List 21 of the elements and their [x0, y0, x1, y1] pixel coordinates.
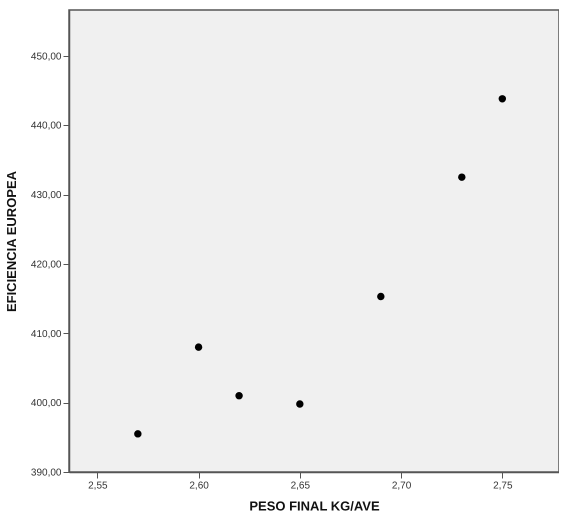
y-tick-label: 400,00	[30, 398, 62, 410]
y-tick-label: 420,00	[30, 259, 62, 270]
x-tick-label: 2,75	[493, 480, 513, 492]
y-tick-label: 410,00	[30, 328, 62, 340]
x-tick-label: 2,70	[392, 480, 412, 492]
x-tick-label: 2,60	[189, 480, 210, 492]
point	[194, 343, 202, 351]
point	[235, 392, 243, 400]
x-tick-label: 2,65	[290, 480, 310, 492]
point	[377, 292, 385, 300]
point	[458, 173, 466, 181]
y-tick-label: 430,00	[30, 190, 62, 202]
point	[296, 400, 304, 408]
y-axis-title: EFICIENCIA EUROPEA	[4, 170, 19, 312]
y-tick-label: 440,00	[30, 120, 62, 132]
point	[498, 95, 506, 102]
y-tick-label: 450,00	[30, 51, 62, 62]
x-axis-title: PESO FINAL KG/AVE	[249, 498, 380, 514]
x-tick-label: 2,55	[88, 480, 108, 492]
y-tick-label: 390,00	[30, 468, 62, 478]
point	[134, 430, 142, 438]
